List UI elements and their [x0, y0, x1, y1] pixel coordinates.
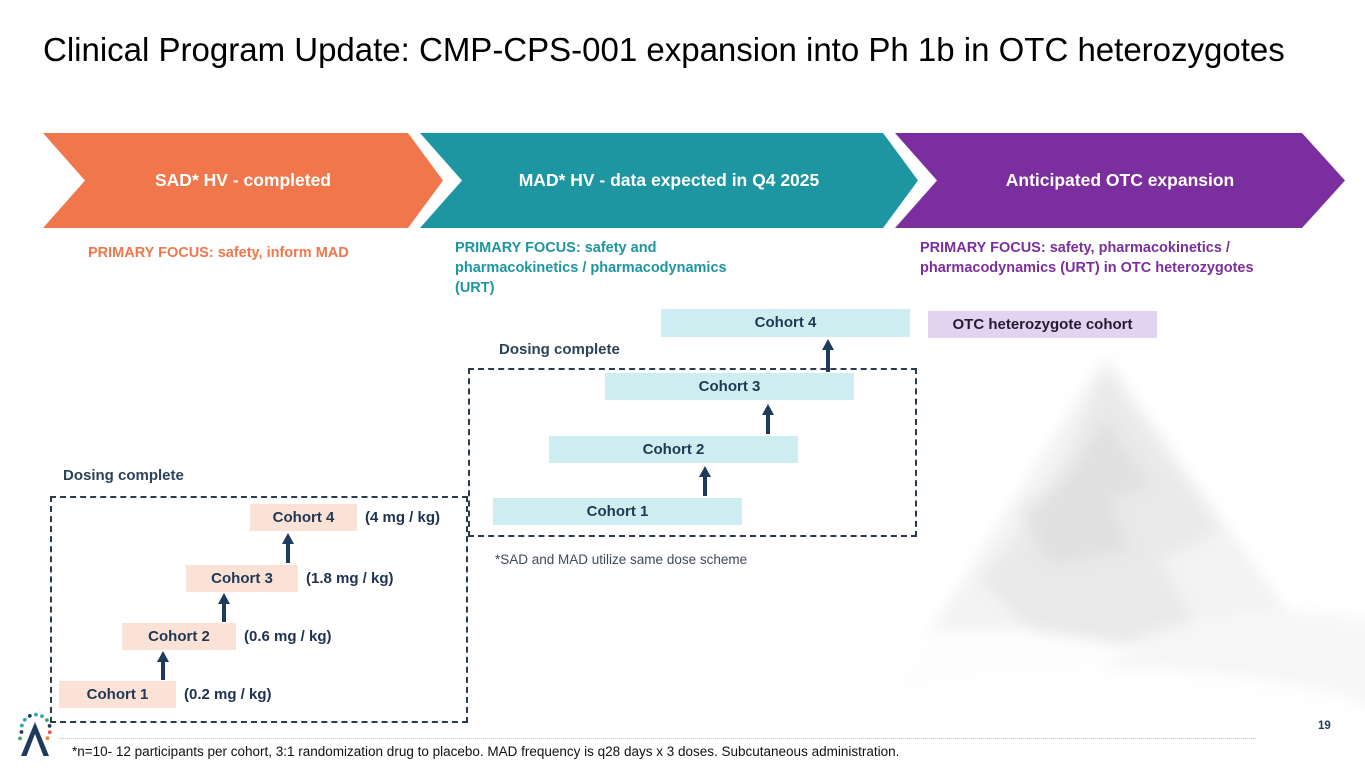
up-arrow-icon [282, 533, 294, 563]
mad-cohort-2-box: Cohort 2 [549, 436, 798, 463]
stage-arrow-otc [895, 133, 1345, 228]
mad-cohort-1-box: Cohort 1 [493, 498, 742, 525]
up-arrow-icon [822, 339, 834, 372]
mad-dosing-complete-box [468, 368, 917, 537]
mad-cohort-3-box: Cohort 3 [605, 373, 854, 400]
up-arrow-icon [762, 404, 774, 434]
otc-heterozygote-cohort-box: OTC heterozygote cohort [928, 311, 1157, 338]
sad-cohort-1-dose: (0.2 mg / kg) [184, 686, 272, 703]
footer-divider [60, 738, 1256, 739]
sad-cohort-2-dose: (0.6 mg / kg) [244, 628, 332, 645]
stage-label-mad: MAD* HV - data expected in Q4 2025 [518, 170, 820, 190]
mad-dosing-complete-label: Dosing complete [499, 341, 620, 358]
primary-focus-otc: PRIMARY FOCUS: safety, pharmacokinetics … [920, 240, 1254, 276]
stage-arrow-band [43, 133, 1345, 228]
up-arrow-icon [157, 651, 169, 680]
sad-dosing-complete-box [50, 496, 468, 723]
company-logo-icon [18, 712, 52, 756]
logo-dot-ring [18, 712, 52, 741]
sad-cohort-4-box: Cohort 4 [250, 504, 357, 531]
mad-cohort-4-box: Cohort 4 [661, 309, 910, 337]
sad-cohort-3-box: Cohort 3 [186, 565, 298, 592]
sad-dosing-complete-label: Dosing complete [63, 467, 184, 484]
stage-arrow-sad [43, 133, 443, 228]
sad-cohort-2-box: Cohort 2 [122, 623, 236, 650]
stage-label-sad: SAD* HV - completed [155, 170, 331, 190]
footnote-text: *n=10- 12 participants per cohort, 3:1 r… [72, 744, 900, 759]
mad-dose-scheme-note: *SAD and MAD utilize same dose scheme [495, 552, 748, 567]
slide-title: Clinical Program Update: CMP-CPS-001 exp… [43, 31, 1285, 68]
sad-cohort-3-dose: (1.8 mg / kg) [306, 570, 394, 587]
sad-cohort-4-dose: (4 mg / kg) [365, 509, 441, 526]
mountain-background-image [860, 355, 1365, 740]
logo-lambda-mark [21, 722, 49, 756]
primary-focus-sad: PRIMARY FOCUS: safety, inform MAD [88, 245, 349, 261]
page-number: 19 [1318, 720, 1331, 732]
stage-arrow-mad [420, 133, 918, 228]
stage-label-otc: Anticipated OTC expansion [1005, 170, 1235, 190]
sad-cohort-1-box: Cohort 1 [59, 681, 176, 708]
primary-focus-mad: PRIMARY FOCUS: safety and pharmacokineti… [455, 240, 727, 296]
up-arrow-icon [699, 466, 711, 496]
up-arrow-icon [218, 593, 230, 622]
